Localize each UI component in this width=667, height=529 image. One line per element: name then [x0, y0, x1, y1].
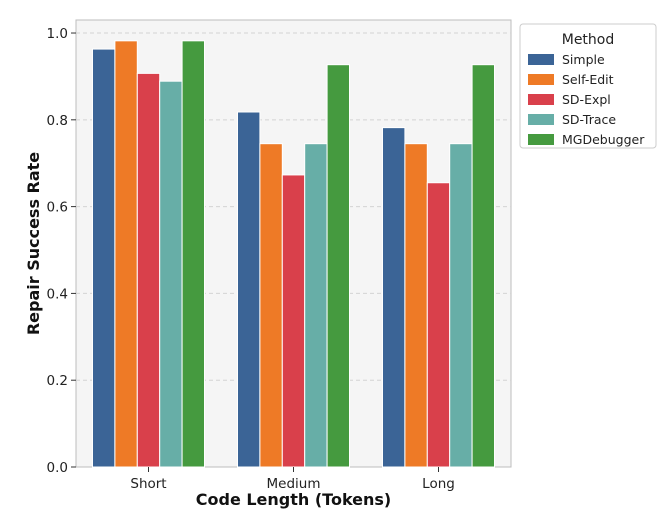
- bar-simple-short: [92, 48, 116, 468]
- bar-simple-medium: [237, 111, 261, 468]
- legend-label: SD-Expl: [562, 92, 611, 107]
- legend-swatch: [528, 74, 554, 85]
- bar-sd-trace-short: [159, 80, 183, 468]
- y-tick-label: 0.6: [47, 200, 68, 216]
- y-tick-label: 1.0: [47, 26, 68, 42]
- x-axis: Short Medium Long: [130, 467, 455, 492]
- y-axis-title: Repair Success Rate: [24, 152, 43, 335]
- x-axis-title: Code Length (Tokens): [196, 490, 392, 509]
- y-tick-label: 0.2: [47, 373, 68, 389]
- y-tick-label: 0.4: [47, 286, 68, 302]
- legend-swatch: [528, 134, 554, 145]
- bar-mgdebugger-long: [471, 64, 496, 468]
- y-tick-label: 0.8: [47, 113, 68, 129]
- y-tick-label: 0.0: [47, 460, 68, 476]
- y-axis: 0.0 0.2 0.4 0.6 0.8 1.0: [47, 26, 76, 476]
- bar-sd-trace-medium: [304, 143, 328, 468]
- legend-swatch: [528, 114, 554, 125]
- bar-sd-expl-long: [426, 182, 451, 468]
- legend-items: Simple Self-Edit SD-Expl SD-Trace MGDebugger: [528, 52, 645, 147]
- bar-sd-expl-short: [136, 72, 161, 468]
- x-tick-label: Medium: [267, 476, 321, 492]
- bar-sd-trace-long: [449, 143, 473, 468]
- legend-label: Simple: [562, 52, 605, 67]
- bar-self-edit-medium: [259, 143, 283, 468]
- bar-self-edit-short: [114, 40, 138, 468]
- legend-label: SD-Trace: [562, 112, 616, 127]
- bar-self-edit-long: [404, 143, 428, 468]
- bar-mgdebugger-medium: [326, 64, 351, 468]
- bar-simple-long: [382, 127, 406, 468]
- bar-mgdebugger-short: [181, 40, 206, 468]
- bars: [92, 40, 496, 468]
- legend-swatch: [528, 54, 554, 65]
- legend-swatch: [528, 94, 554, 105]
- legend-title: Method: [562, 32, 615, 48]
- x-tick-label: Long: [422, 476, 455, 492]
- legend: Method Simple Self-Edit SD-Expl SD-Trace MGD…: [519, 23, 657, 149]
- legend-label: Self-Edit: [562, 72, 614, 87]
- bar-sd-expl-medium: [281, 174, 306, 468]
- x-tick-label: Short: [130, 476, 166, 492]
- legend-label: MGDebugger: [562, 132, 645, 147]
